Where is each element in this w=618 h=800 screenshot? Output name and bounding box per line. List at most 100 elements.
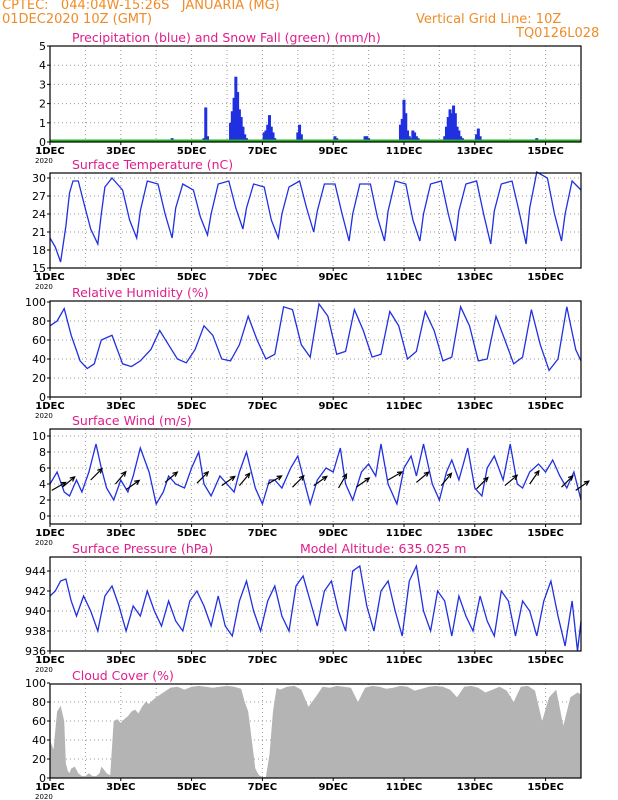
wind-vector-head: [276, 475, 283, 481]
x-tick-label: 15DEC: [527, 146, 563, 157]
wind-vector: [416, 471, 430, 483]
x-tick-label: 13DEC: [457, 272, 493, 283]
precip-bar: [299, 134, 303, 142]
wind-vector: [115, 471, 127, 485]
precip-bar: [459, 136, 463, 142]
y-tick-label: 6: [39, 462, 46, 475]
wind-title: Surface Wind (m/s): [72, 413, 192, 428]
wind-line: [49, 443, 582, 507]
precipitation-title: Precipitation (blue) and Snow Fall (gree…: [72, 30, 381, 45]
panel-frame: [49, 300, 582, 398]
x-tick-label: 9DEC: [318, 272, 347, 283]
x-tick-label: 15DEC: [527, 528, 563, 539]
panel-frame: [49, 428, 582, 525]
wind-vector-head: [446, 472, 453, 479]
wind-vector: [196, 471, 209, 484]
precip-bar: [206, 136, 210, 142]
x-tick-label: 5DEC: [177, 272, 206, 283]
panel-wind: [47, 428, 590, 527]
wind-vector: [90, 468, 103, 481]
precip-bar: [443, 136, 447, 142]
y-tick-label: 4: [39, 59, 46, 72]
x-tick-label: 3DEC: [106, 528, 135, 539]
precip-bar: [271, 132, 275, 142]
x-tick-label: 15DEC: [527, 401, 563, 412]
x-tick-label: 5DEC: [177, 146, 206, 157]
x-tick-label: 5DEC: [177, 528, 206, 539]
wind-vector-head: [534, 469, 540, 476]
header-model-code: TQ0126L028: [516, 26, 600, 41]
x-tick-label: 13DEC: [457, 401, 493, 412]
precip-bar: [232, 97, 236, 142]
x-tick-label: 13DEC: [457, 782, 493, 793]
x-tick-label: 1DEC: [35, 146, 64, 157]
y-tick-label: 60: [32, 334, 46, 347]
wind-vector: [337, 473, 348, 489]
y-tick-label: 0: [39, 136, 46, 149]
temperature-line: [49, 170, 582, 263]
precip-bar: [407, 136, 411, 142]
precip-bar: [363, 136, 367, 142]
precip-bar: [229, 122, 233, 142]
y-tick-label: 30: [32, 172, 46, 185]
wind-vector-head: [583, 480, 590, 486]
x-tick-label: 11DEC: [386, 655, 422, 666]
precip-bar: [398, 124, 402, 142]
x-tick-label: 15DEC: [527, 655, 563, 666]
y-tick-label: 21: [32, 226, 46, 239]
precip-bar: [237, 109, 241, 142]
precip-bar: [411, 130, 415, 142]
x-tick-label: 1DEC: [35, 655, 64, 666]
x-tick-label: 11DEC: [386, 528, 422, 539]
panel-cloud-cover: [47, 682, 582, 781]
header-station: CPTEC: 044:04W-15:26S JANUARIA (MG): [2, 0, 280, 13]
y-tick-label: 20: [32, 372, 46, 385]
y-tick-label: 942: [25, 585, 46, 598]
wind-vector-head: [203, 470, 210, 477]
humidity-line: [49, 302, 582, 372]
x-tick-label: 9DEC: [318, 146, 347, 157]
wind-vector: [504, 474, 518, 487]
precip-bar: [446, 117, 450, 142]
x-tick-label: 1DEC: [35, 782, 64, 793]
wind-vector: [62, 476, 76, 488]
x-tick-label: 1DEC: [35, 401, 64, 412]
wind-vector-head: [244, 472, 251, 479]
y-tick-label: 80: [32, 696, 46, 709]
y-tick-label: 100: [25, 677, 46, 690]
wind-vector: [387, 471, 403, 481]
precip-bar: [267, 115, 271, 142]
precip-bar: [264, 130, 268, 142]
cloud-cover-title: Cloud Cover (%): [72, 668, 174, 683]
wind-vector: [561, 475, 574, 488]
header-datetime: 01DEC2020 10Z (GMT): [2, 12, 153, 27]
x-tick-label: 3DEC: [106, 146, 135, 157]
precip-bar: [333, 136, 337, 142]
panel-frame: [49, 556, 582, 652]
wind-vector: [164, 471, 178, 483]
wind-vector-head: [423, 471, 430, 477]
wind-vector-head: [134, 479, 141, 486]
panel-humidity: [47, 300, 582, 400]
wind-vector-head: [69, 476, 76, 482]
precip-bar: [413, 132, 417, 142]
y-tick-label: 100: [25, 296, 46, 309]
wind-vector-head: [342, 472, 348, 480]
precip-bar: [234, 76, 238, 142]
wind-vector: [313, 475, 328, 487]
temperature-title: Surface Temperature (nC): [72, 157, 233, 172]
x-tick-label: 7DEC: [248, 272, 277, 283]
cloud-cover-area: [50, 685, 581, 778]
header-gridline: Vertical Grid Line: 10Z: [416, 12, 562, 27]
wind-vector: [355, 477, 370, 488]
precip-bar: [450, 113, 454, 142]
y-tick-label: 5: [39, 40, 46, 53]
x-tick-label: 7DEC: [248, 655, 277, 666]
x-tick-label: 3DEC: [106, 655, 135, 666]
precip-bar: [365, 136, 369, 142]
x-tick-label: 11DEC: [386, 782, 422, 793]
precip-bar: [266, 124, 270, 142]
precip-bar: [402, 99, 406, 142]
precip-bar: [296, 132, 300, 142]
year-label: 2020: [35, 793, 53, 800]
